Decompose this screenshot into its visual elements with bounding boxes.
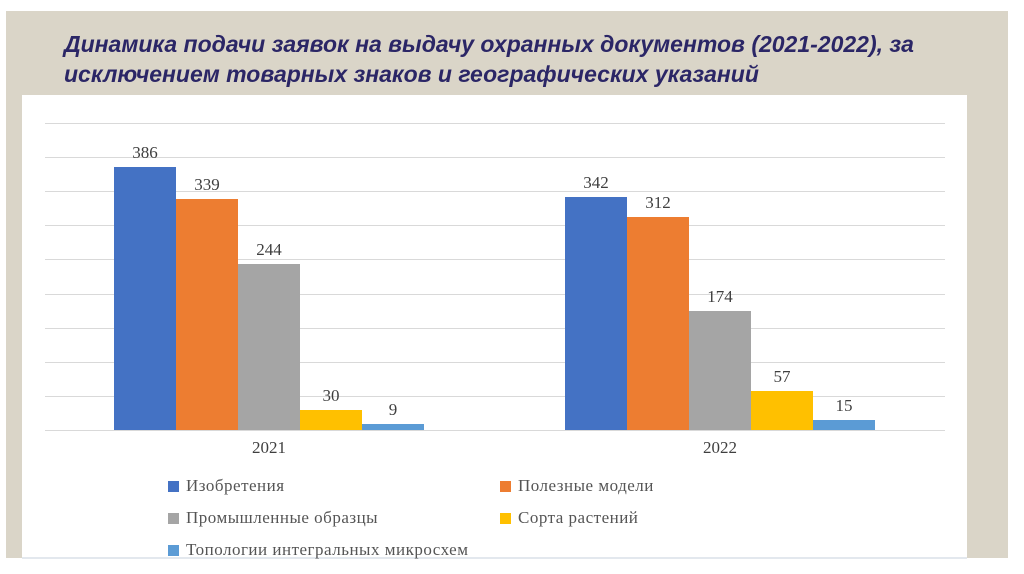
bar-2022-series4 [813,420,875,430]
legend-item-1: Полезные модели [500,476,654,496]
legend-swatch-icon [500,512,511,524]
bar-2021-series4 [362,424,424,430]
legend-swatch-icon [168,480,179,492]
legend-label: Сорта растений [518,508,639,527]
legend-item-2: Промышленные образцы [168,508,500,528]
bar-2021-series0 [114,167,176,430]
bar-value-label: 342 [583,173,609,192]
bar-2022-series1 [627,217,689,430]
legend: Изобретения Полезные модели Промышленные о… [168,476,654,560]
gridline [45,191,945,192]
legend-label: Промышленные образцы [186,508,379,527]
gridline [45,157,945,158]
category-label: 2022 [703,438,737,457]
gridline [45,362,945,363]
bar-value-label: 30 [322,386,340,405]
bar-2021-series1 [176,199,238,430]
gridline [45,294,945,295]
legend-label: Топологии интегральных микросхем [186,540,469,559]
gridline [45,225,945,226]
legend-label: Изобретения [186,476,285,495]
gridline [45,123,945,124]
gridline [45,259,945,260]
chart-panel: 386 339 244 30 9 2021 342 312 174 57 15 2022 Изобре… [22,95,967,559]
legend-swatch-icon [168,512,179,524]
page-title: Динамика подачи заявок на выдачу охранны… [64,31,914,87]
legend-swatch-icon [500,480,511,492]
legend-item-3: Сорта растений [500,508,654,528]
gridline [45,430,945,431]
bar-value-label: 174 [707,287,733,306]
bar-value-label: 339 [194,175,220,194]
bar-2021-series3 [300,410,362,430]
gridline [45,328,945,329]
gridline [45,396,945,397]
bar-value-label: 386 [132,143,158,162]
legend-swatch-icon [168,544,179,556]
bar-value-label: 244 [256,240,282,259]
bar-2022-series3 [751,391,813,430]
bar-2022-series2 [689,311,751,430]
bar-value-label: 312 [645,193,671,212]
bar-value-label: 15 [835,396,853,415]
legend-item-0: Изобретения [168,476,500,496]
bar-2022-series0 [565,197,627,430]
bar-value-label: 9 [388,400,398,419]
legend-label: Полезные модели [518,476,654,495]
legend-item-4: Топологии интегральных микросхем [168,540,500,560]
bar-2021-series2 [238,264,300,430]
plot-area: 386 339 244 30 9 2021 342 312 174 57 15 2022 [45,123,945,457]
category-label: 2021 [252,438,286,457]
bar-value-label: 57 [773,367,791,386]
